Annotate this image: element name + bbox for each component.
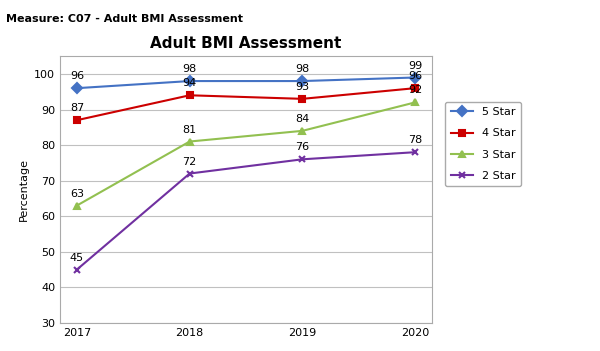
5 Star bbox=[299, 79, 306, 83]
3 Star bbox=[73, 204, 80, 208]
Text: 87: 87 bbox=[70, 103, 84, 113]
Legend: 5 Star, 4 Star, 3 Star, 2 Star: 5 Star, 4 Star, 3 Star, 2 Star bbox=[445, 102, 521, 186]
2 Star bbox=[412, 150, 419, 154]
4 Star bbox=[412, 86, 419, 90]
5 Star bbox=[186, 79, 193, 83]
3 Star bbox=[299, 129, 306, 133]
Text: Measure: C07 - Adult BMI Assessment: Measure: C07 - Adult BMI Assessment bbox=[6, 14, 243, 24]
Text: 92: 92 bbox=[408, 85, 422, 95]
Text: 99: 99 bbox=[408, 61, 422, 71]
Text: 45: 45 bbox=[70, 253, 84, 263]
Y-axis label: Percentage: Percentage bbox=[19, 158, 29, 221]
Line: 3 Star: 3 Star bbox=[73, 99, 419, 209]
4 Star bbox=[186, 93, 193, 97]
4 Star bbox=[73, 118, 80, 122]
2 Star bbox=[73, 267, 80, 272]
Text: 98: 98 bbox=[182, 64, 197, 74]
Text: 81: 81 bbox=[182, 125, 197, 134]
Text: 72: 72 bbox=[182, 157, 197, 167]
Title: Adult BMI Assessment: Adult BMI Assessment bbox=[151, 36, 341, 51]
Text: 94: 94 bbox=[182, 78, 197, 88]
Line: 4 Star: 4 Star bbox=[73, 85, 419, 124]
Text: 78: 78 bbox=[408, 135, 422, 145]
2 Star bbox=[299, 157, 306, 161]
Text: 96: 96 bbox=[70, 71, 84, 81]
Line: 2 Star: 2 Star bbox=[73, 149, 419, 273]
Text: 96: 96 bbox=[408, 71, 422, 81]
Text: 98: 98 bbox=[295, 64, 310, 74]
Text: 93: 93 bbox=[295, 82, 310, 92]
5 Star bbox=[73, 86, 80, 90]
5 Star bbox=[412, 75, 419, 80]
4 Star bbox=[299, 97, 306, 101]
Text: 76: 76 bbox=[295, 143, 310, 152]
2 Star bbox=[186, 171, 193, 176]
Line: 5 Star: 5 Star bbox=[73, 74, 419, 92]
3 Star bbox=[186, 139, 193, 144]
Text: 84: 84 bbox=[295, 114, 310, 124]
3 Star bbox=[412, 100, 419, 105]
Text: 63: 63 bbox=[70, 188, 84, 199]
